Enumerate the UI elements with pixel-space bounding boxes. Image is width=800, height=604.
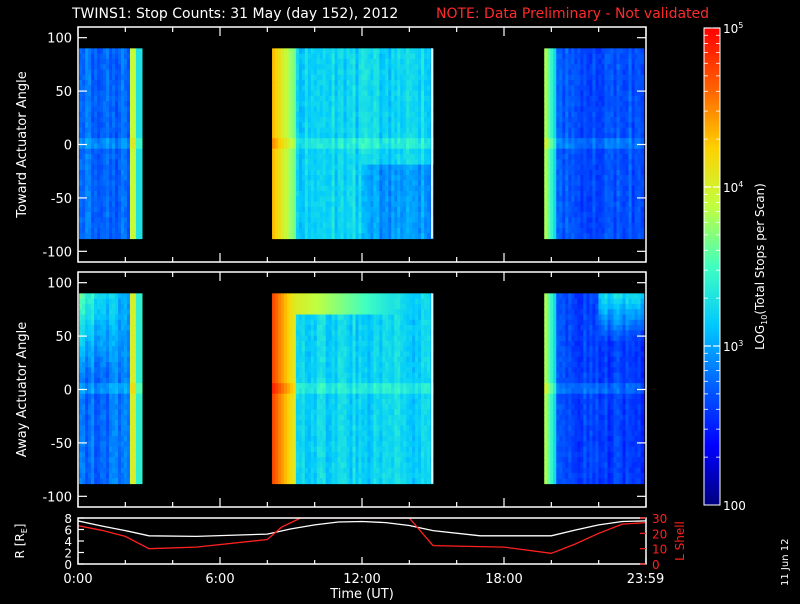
away-pass-3 xyxy=(544,293,644,484)
orbit-right-ytick-label: 0 xyxy=(652,558,660,572)
toward-ylabel: Toward Actuator Angle xyxy=(15,71,30,218)
toward-pass-2 xyxy=(272,48,434,239)
preliminary-note: NOTE: Data Preliminary - Not validated xyxy=(436,6,709,22)
colorbar-bottom-label: 100 xyxy=(723,499,746,513)
xtick-label: 18:00 xyxy=(485,572,522,587)
away-ytick-label: -100 xyxy=(42,490,72,505)
toward-pass-3 xyxy=(544,48,644,239)
x-axis-label: Time (UT) xyxy=(329,587,394,600)
xtick-label: 6:00 xyxy=(205,572,234,587)
xtick-label: 0:00 xyxy=(63,572,92,587)
toward-ytick-label: -50 xyxy=(51,192,72,207)
toward-pass-1 xyxy=(79,48,142,239)
orbit-left-ylabel: R [RE] xyxy=(13,524,29,559)
colorbar-tick-label: 104 xyxy=(723,180,743,195)
orbit-right-ytick-label: 20 xyxy=(652,527,667,541)
date-stamp: 11 Jun 12 xyxy=(780,539,791,586)
away-ytick-label: 50 xyxy=(55,330,72,345)
orbit-right-ytick-label: 30 xyxy=(652,512,667,526)
away-ytick-label: 0 xyxy=(64,384,72,399)
away-ylabel: Away Actuator Angle xyxy=(15,322,30,457)
colorbar-label: LOG10(Total Stops per Scan) xyxy=(753,183,769,350)
chart-title: TWINS1: Stop Counts: 31 May (day 152), 2… xyxy=(72,6,398,22)
toward-ytick-label: -100 xyxy=(42,245,72,260)
orbit-right-ytick-label: 10 xyxy=(652,543,667,557)
away-panel: 100 50 0 -50 -100 Away Actuator Angle xyxy=(15,272,646,507)
colorbar-gradient xyxy=(704,28,720,505)
toward-ytick-label: 100 xyxy=(47,32,72,47)
orbit-right-ylabel: L Shell xyxy=(673,521,687,561)
away-pass-2 xyxy=(272,293,434,484)
toward-ytick-label: 0 xyxy=(64,139,72,154)
toward-panel: 100 50 0 -50 -100 Toward Actuator Angle xyxy=(15,27,646,262)
orbit-left-ytick-label: 0 xyxy=(64,558,72,572)
away-ytick-label: -50 xyxy=(51,437,72,452)
colorbar-tick-label: 105 xyxy=(723,21,743,36)
colorbar: 105 104 103 100 LOG10(Total Stops per Scan) xyxy=(704,21,769,513)
colorbar-tick-label: 103 xyxy=(723,339,743,354)
away-ytick-label: 100 xyxy=(47,277,72,292)
toward-ytick-label: 50 xyxy=(55,85,72,100)
xtick-label: 23:59 xyxy=(627,572,664,587)
orbit-series-r xyxy=(78,521,646,537)
xtick-label: 12:00 xyxy=(343,572,380,587)
away-pass-1 xyxy=(79,293,142,484)
